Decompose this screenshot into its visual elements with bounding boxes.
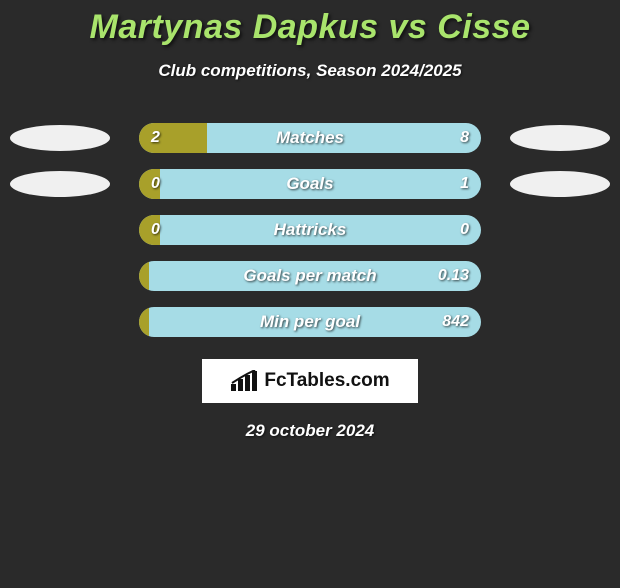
stat-bar: 842 Min per goal xyxy=(139,307,481,337)
decor-ellipse xyxy=(510,125,610,151)
comparison-chart: 2 8 Matches 0 1 Goals 0 0 Hattricks 0.13 Goals per… xyxy=(0,115,620,345)
page-title: Martynas Dapkus vs Cisse xyxy=(0,8,620,47)
stat-value-left: 2 xyxy=(151,129,160,147)
subtitle: Club competitions, Season 2024/2025 xyxy=(0,61,620,81)
stat-value-right: 1 xyxy=(460,175,469,193)
stat-value-left: 0 xyxy=(151,175,160,193)
decor-ellipse xyxy=(10,171,110,197)
date-line: 29 october 2024 xyxy=(0,421,620,441)
stat-value-right: 0.13 xyxy=(438,267,469,285)
bar-chart-icon xyxy=(230,370,258,392)
bar-left-segment xyxy=(139,261,149,291)
stat-label: Matches xyxy=(276,128,344,148)
stat-label: Goals xyxy=(286,174,333,194)
stat-bar: 0.13 Goals per match xyxy=(139,261,481,291)
stat-label: Goals per match xyxy=(243,266,376,286)
bar-left-segment xyxy=(139,123,207,153)
stat-row: 0.13 Goals per match xyxy=(0,253,620,299)
bar-left-segment xyxy=(139,307,149,337)
stat-label: Hattricks xyxy=(274,220,347,240)
stat-value-left: 0 xyxy=(151,221,160,239)
stat-bar: 0 0 Hattricks xyxy=(139,215,481,245)
stat-value-right: 8 xyxy=(460,129,469,147)
stat-bar: 0 1 Goals xyxy=(139,169,481,199)
stat-value-right: 0 xyxy=(460,221,469,239)
decor-ellipse xyxy=(10,125,110,151)
stat-bar: 2 8 Matches xyxy=(139,123,481,153)
stat-label: Min per goal xyxy=(260,312,360,332)
stat-row: 842 Min per goal xyxy=(0,299,620,345)
brand-badge: FcTables.com xyxy=(202,359,418,403)
stat-row: 0 0 Hattricks xyxy=(0,207,620,253)
decor-ellipse xyxy=(510,171,610,197)
brand-text: FcTables.com xyxy=(264,370,389,392)
stat-value-right: 842 xyxy=(442,313,469,331)
